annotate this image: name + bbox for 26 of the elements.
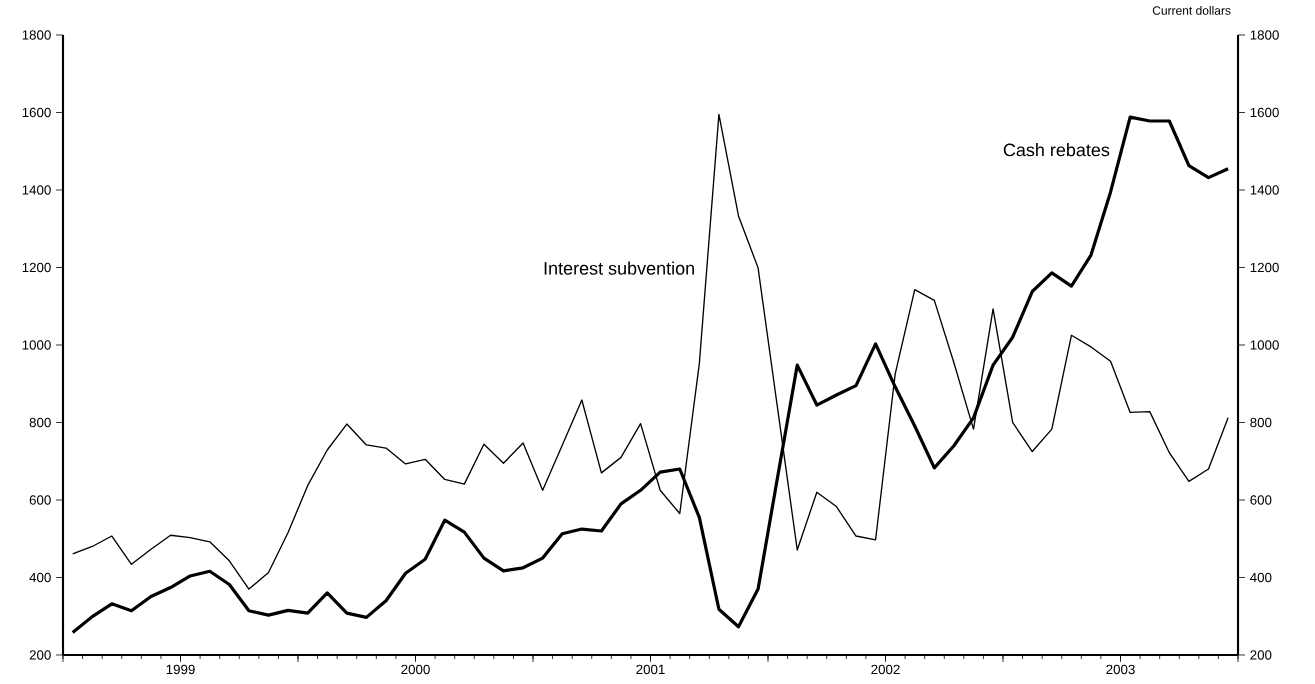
y-tick-label: 1000: [1250, 340, 1279, 350]
y2-tick-label: 1200: [22, 262, 51, 273]
y2-tick-label: 1400: [22, 185, 51, 195]
y2-tick-label: 1600: [22, 107, 51, 118]
text: Current dollars: [1152, 5, 1231, 15]
y2-tick-label: 600: [29, 495, 51, 505]
y-tick-label: 200: [1250, 650, 1272, 660]
y2-tick-label: 1000: [22, 340, 51, 350]
y2-tick-label: 400: [29, 572, 51, 583]
x-tick-label: 2000: [401, 664, 430, 675]
x-tick-label: 1999: [166, 664, 195, 675]
y-tick-label: 400: [1250, 572, 1272, 583]
x-tick-label: 2003: [1106, 664, 1135, 675]
y-tick-label: 1600: [1250, 107, 1279, 118]
y-tick-label: 600: [1250, 495, 1272, 505]
y-tick-label: 800: [1250, 417, 1272, 428]
y-tick-label: 1200: [1250, 262, 1279, 273]
series-label: Interest subvention: [544, 261, 694, 275]
y-tick-label: 1400: [1250, 185, 1279, 195]
x-tick-label: 2002: [871, 664, 900, 675]
y2-tick-label: 200: [29, 650, 51, 660]
y-tick-label: 1800: [1250, 30, 1279, 40]
y2-tick-label: 1800: [22, 30, 51, 40]
x-tick-label: 2001: [636, 664, 665, 675]
series-label: Cash rebates: [1003, 143, 1110, 157]
y2-tick-label: 800: [29, 417, 51, 428]
